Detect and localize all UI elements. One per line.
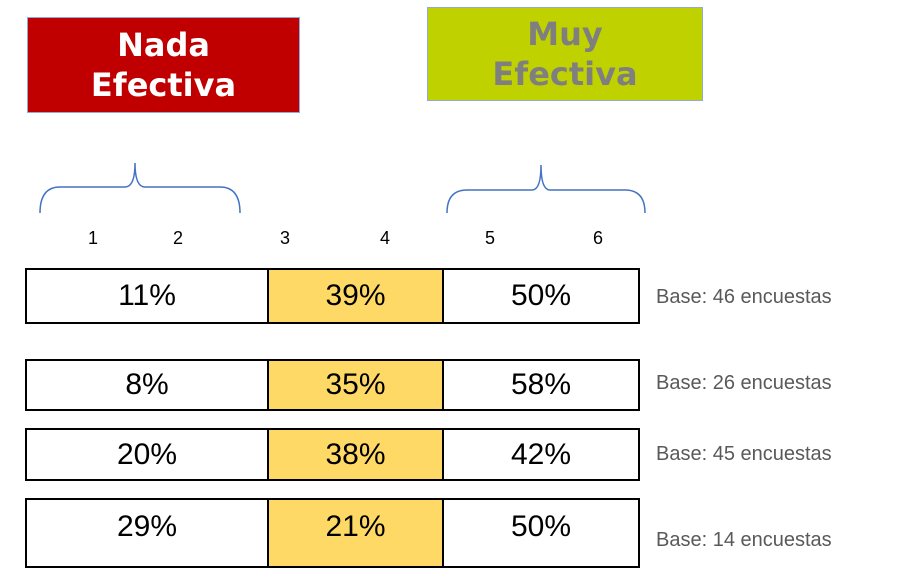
scale-number: 1	[87, 228, 99, 248]
row: 20% 38% 42%	[25, 428, 640, 481]
cell: 29%	[116, 510, 178, 543]
brace-right	[446, 164, 646, 214]
base-note: Base: 14 encuestas	[656, 529, 832, 551]
cell: 58%	[510, 368, 572, 401]
base-note: Base: 45 encuestas	[656, 443, 832, 465]
brace-left	[39, 162, 241, 214]
scale-number: 5	[484, 228, 496, 248]
scale-number: 6	[592, 228, 604, 248]
low-label: Nada Efectiva	[27, 17, 300, 113]
row: 11% 39% 50%	[25, 268, 640, 324]
row: 8% 35% 58%	[25, 359, 640, 411]
cell: 35%	[267, 361, 444, 409]
cell: 11%	[118, 279, 176, 312]
scale-number: 4	[379, 228, 391, 248]
base-note: Base: 46 encuestas	[656, 286, 832, 308]
cell: 50%	[510, 279, 572, 312]
row: 29% 21% 50%	[25, 498, 640, 568]
cell: 20%	[116, 437, 178, 471]
scale-number: 3	[279, 228, 291, 248]
high-label: Muy Efectiva	[427, 7, 703, 101]
cell: 21%	[267, 500, 444, 566]
cell: 8%	[125, 368, 169, 401]
scale-number: 2	[172, 228, 184, 248]
cell: 38%	[267, 430, 444, 479]
cell: 42%	[510, 437, 572, 471]
cell: 50%	[510, 510, 572, 543]
cell: 39%	[267, 270, 444, 322]
base-note: Base: 26 encuestas	[656, 372, 832, 394]
